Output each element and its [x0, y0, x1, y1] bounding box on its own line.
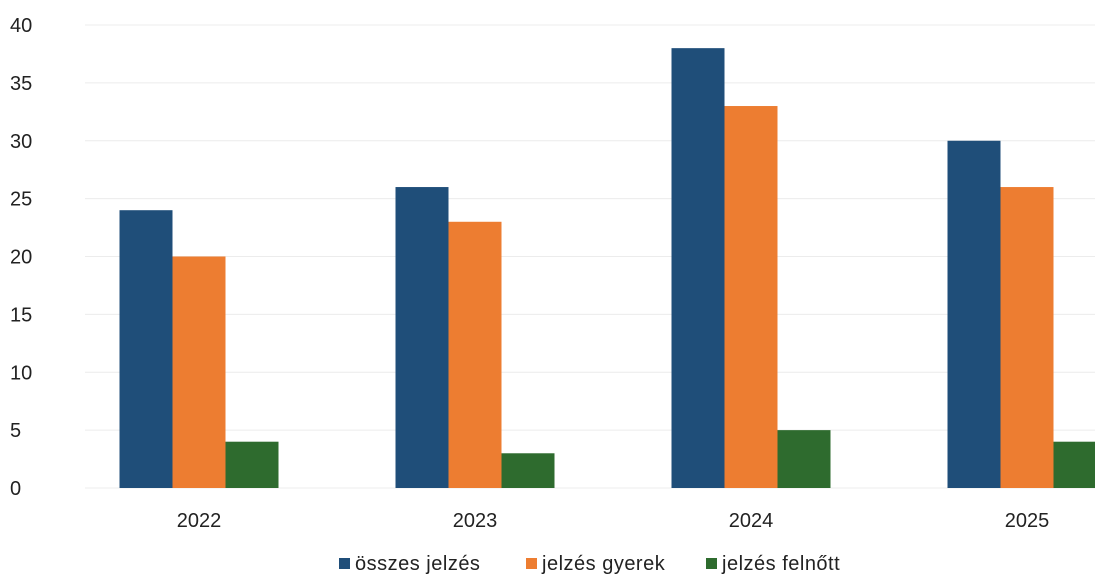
bar-2024-0 [671, 48, 725, 489]
y-tick-label: 25 [10, 189, 32, 211]
y-axis-ticks: 0 5 10 15 20 25 30 35 40 [10, 15, 32, 500]
gridlines [85, 24, 1095, 489]
legend-label: jelzés gyerek [541, 553, 666, 575]
bar-2023-0 [395, 187, 449, 489]
bar-2025-0 [947, 140, 1001, 488]
bar-2024-2 [777, 430, 831, 488]
y-tick-label: 35 [10, 73, 32, 95]
legend-label: jelzés felnőtt [721, 553, 840, 575]
y-tick-label: 15 [10, 304, 32, 326]
y-tick-label: 40 [10, 15, 32, 37]
legend-label: összes jelzés [355, 553, 480, 575]
bar-2025-2 [1053, 441, 1095, 488]
y-tick-label: 5 [10, 420, 21, 442]
x-category-label: 2022 [177, 510, 222, 532]
y-tick-label: 20 [10, 247, 32, 269]
bar-2023-2 [501, 453, 555, 488]
bar-2025-1 [1000, 187, 1054, 489]
x-category-label: 2024 [729, 510, 774, 532]
bar-2022-2 [225, 441, 279, 488]
bar-2022-0 [119, 210, 173, 488]
legend: összes jelzés jelzés gyerek jelzés felnőtt [339, 553, 840, 575]
bar-2023-1 [448, 221, 502, 488]
x-axis-categories: 2022 2023 2024 2025 [177, 510, 1050, 532]
y-tick-label: 10 [10, 362, 32, 384]
y-tick-label: 30 [10, 131, 32, 153]
bars [119, 48, 1095, 489]
legend-swatch [526, 558, 537, 569]
x-category-label: 2023 [453, 510, 498, 532]
legend-swatch [706, 558, 717, 569]
legend-swatch [339, 558, 350, 569]
y-tick-label: 0 [10, 478, 21, 500]
x-category-label: 2025 [1005, 510, 1050, 532]
bar-2022-1 [172, 256, 226, 488]
bar-2024-1 [724, 106, 778, 489]
